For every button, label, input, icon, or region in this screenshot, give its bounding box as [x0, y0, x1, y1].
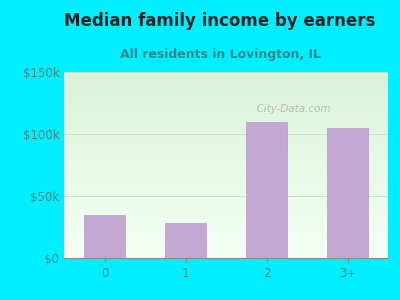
Text: All residents in Lovington, IL: All residents in Lovington, IL	[120, 48, 320, 61]
Text: Median family income by earners: Median family income by earners	[64, 12, 376, 30]
Bar	[246, 122, 287, 258]
Bar	[327, 128, 368, 258]
Text: City-Data.com: City-Data.com	[250, 104, 331, 114]
Bar	[165, 223, 206, 258]
Bar	[84, 214, 125, 258]
